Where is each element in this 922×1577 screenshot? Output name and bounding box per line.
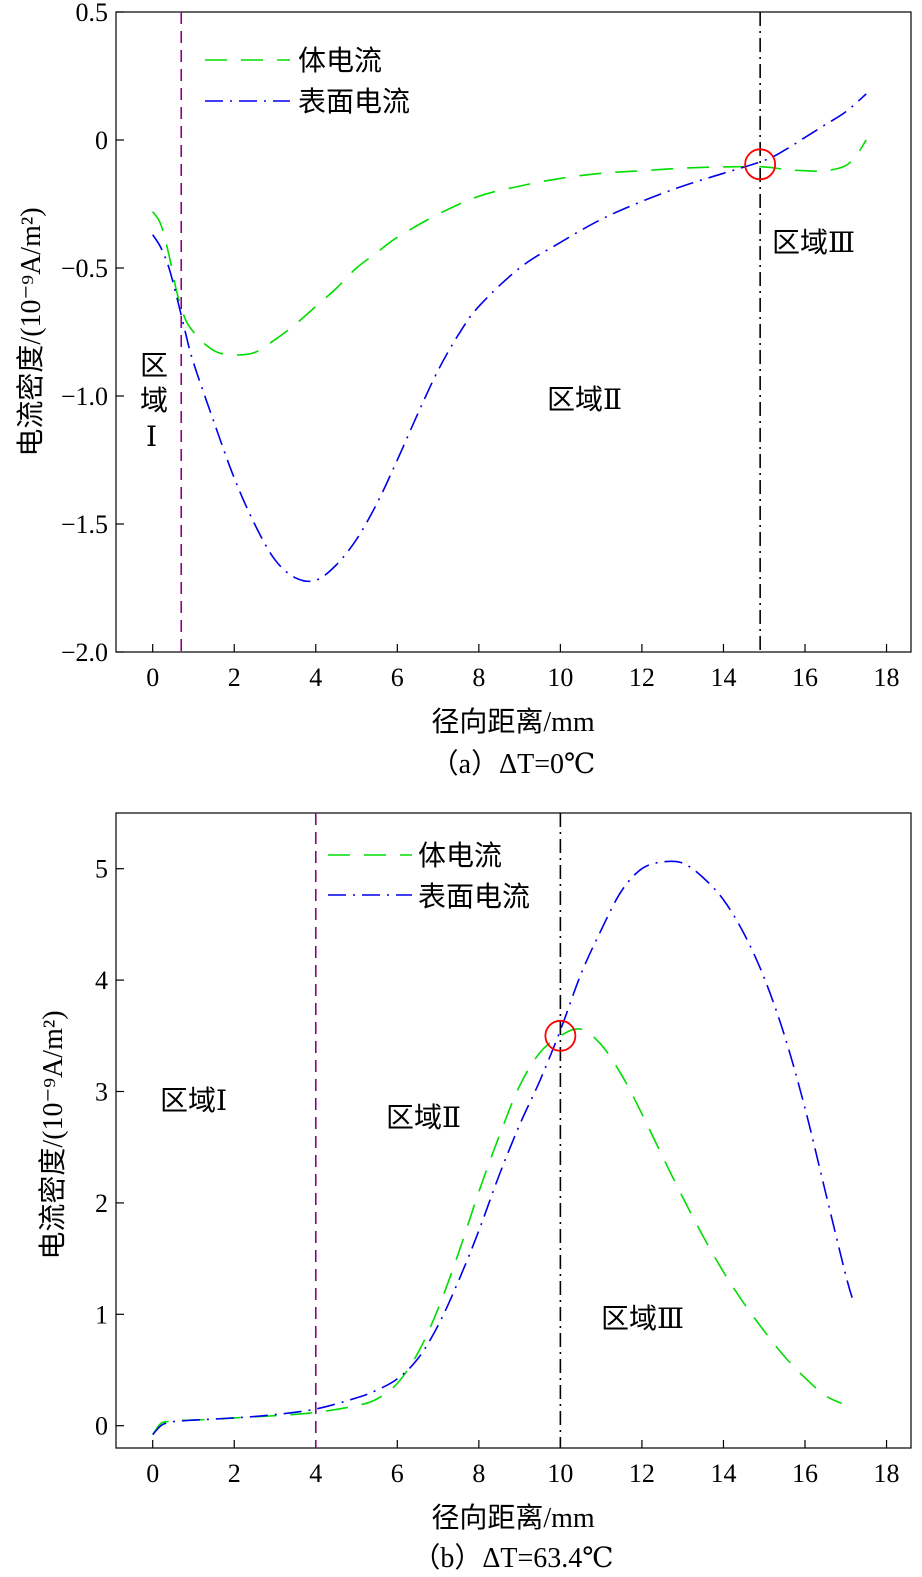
caption-b: （b）ΔT=63.4℃ — [412, 1542, 613, 1574]
y-tick-label: 1 — [95, 1300, 108, 1329]
x-tick-label: 18 — [874, 1459, 900, 1488]
caption-a: （a）ΔT=0℃ — [431, 748, 596, 780]
x-tick-label: 8 — [472, 1459, 485, 1488]
region-1-label-a-char3: Ⅰ — [146, 422, 157, 453]
x-tick-label: 18 — [874, 663, 900, 692]
y-tick-label: 4 — [95, 966, 108, 995]
region-1-label-a-char2: 域 — [140, 385, 168, 417]
intersection-marker — [744, 148, 777, 181]
region-3-label-a: 区域Ⅲ — [772, 227, 855, 259]
y-tick-label: −0.5 — [61, 254, 108, 283]
x-tick-label: 8 — [472, 663, 485, 692]
y-tick-label: 5 — [95, 855, 108, 884]
x-tick-label: 14 — [710, 663, 736, 692]
x-tick-label: 4 — [309, 1459, 322, 1488]
x-tick-label: 2 — [228, 663, 241, 692]
series-line-surface-current — [152, 860, 855, 1436]
x-axis-title-a: 径向距离/mm — [431, 706, 595, 738]
x-tick-label: 16 — [792, 663, 818, 692]
region-3-label-b: 区域Ⅲ — [601, 1303, 684, 1335]
x-tick-label: 2 — [228, 1459, 241, 1488]
series-b — [152, 860, 855, 1436]
plot-frame-b — [115, 812, 912, 1449]
intersection-marker — [544, 1019, 577, 1052]
x-tick-label: 0 — [146, 663, 159, 692]
y-tick-label: −2.0 — [61, 638, 108, 667]
region-2-label-a: 区域Ⅱ — [547, 384, 622, 416]
series-a — [152, 93, 867, 583]
y-tick-label: 3 — [95, 1078, 108, 1107]
x-tick-label: 6 — [391, 663, 404, 692]
x-tick-label: 4 — [309, 663, 322, 692]
x-tick-label: 6 — [391, 1459, 404, 1488]
y-tick-label: 2 — [95, 1189, 108, 1218]
region-1-label-b: 区域Ⅰ — [160, 1085, 227, 1117]
y-axis-title-a: 电流密度/(10⁻⁹A/m²) — [15, 207, 47, 456]
legend-b-label-body-current: 体电流 — [418, 840, 502, 872]
y-tick-label: 0 — [95, 126, 108, 155]
x-tick-label: 14 — [710, 1459, 736, 1488]
x-tick-label: 10 — [547, 1459, 573, 1488]
x-tick-label: 16 — [792, 1459, 818, 1488]
series-line-body-current — [152, 139, 867, 356]
region-1-label-a-char1: 区 — [140, 351, 168, 382]
x-tick-label: 12 — [629, 1459, 655, 1488]
legend-a: 体电流 表面电流 — [205, 45, 410, 118]
region-2-label-b: 区域Ⅱ — [386, 1102, 461, 1134]
y-tick-label: −1.0 — [61, 382, 108, 411]
y-tick-label: −1.5 — [61, 510, 108, 539]
y-tick-label: 0 — [95, 1412, 108, 1441]
region-dividers-b — [314, 813, 562, 1448]
region-dividers-a — [180, 12, 761, 652]
y-axis-title-b: 电流密度/(10⁻⁹A/m²) — [37, 1010, 69, 1259]
x-tick-label: 12 — [629, 663, 655, 692]
plot-frame-a — [115, 11, 912, 653]
legend-b-label-surface-current: 表面电流 — [418, 881, 530, 913]
x-tick-label: 10 — [547, 663, 573, 692]
chart-a: 0 2 4 6 8 10 12 14 16 18 −2.0 −1.5 −1.0 −0.5 0 0.5 体电流 … — [15, 0, 912, 780]
series-line-body-current — [152, 1027, 843, 1436]
x-tick-label: 0 — [146, 1459, 159, 1488]
legend-a-label-body-current: 体电流 — [298, 45, 382, 77]
legend-b: 体电流 表面电流 — [328, 840, 530, 913]
ticks-a: 0 2 4 6 8 10 12 14 16 18 −2.0 −1.5 −1.0 −0.5 0 0.5 — [61, 0, 900, 692]
legend-a-label-surface-current: 表面电流 — [298, 86, 410, 118]
x-axis-title-b: 径向距离/mm — [431, 1502, 595, 1534]
series-line-surface-current — [152, 93, 867, 583]
y-tick-label: 0.5 — [76, 0, 109, 27]
